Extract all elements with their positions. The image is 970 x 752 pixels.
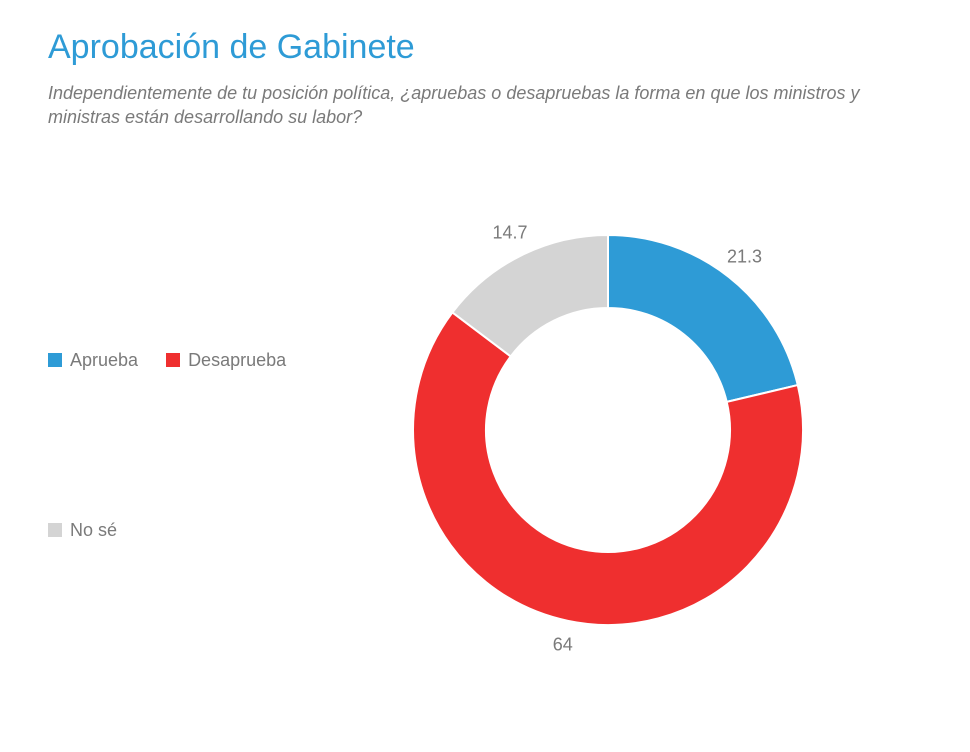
legend-label-desaprueba: Desaprueba bbox=[188, 350, 286, 371]
donut-svg bbox=[408, 230, 808, 630]
page-root: Aprobación de Gabinete Independientement… bbox=[0, 0, 970, 752]
data-label-desaprueba: 64 bbox=[553, 634, 573, 655]
legend-row-1: Aprueba Desaprueba bbox=[48, 350, 286, 371]
legend-swatch-desaprueba bbox=[166, 353, 180, 367]
legend-swatch-nose bbox=[48, 523, 62, 537]
chart-subtitle: Independientemente de tu posición políti… bbox=[48, 81, 922, 130]
legend-item-aprueba: Aprueba bbox=[48, 350, 138, 371]
legend-label-aprueba: Aprueba bbox=[70, 350, 138, 371]
legend-item-desaprueba: Desaprueba bbox=[166, 350, 286, 371]
chart-content-area: Aprueba Desaprueba No sé 21.3 64 bbox=[48, 140, 922, 700]
legend-row-2: No sé bbox=[48, 520, 117, 541]
donut-chart bbox=[408, 230, 808, 630]
legend-item-nose: No sé bbox=[48, 520, 117, 541]
legend-label-nose: No sé bbox=[70, 520, 117, 541]
donut-slice-aprueba bbox=[608, 235, 798, 402]
legend-swatch-aprueba bbox=[48, 353, 62, 367]
data-label-aprueba: 21.3 bbox=[727, 247, 762, 268]
data-label-nose: 14.7 bbox=[492, 222, 527, 243]
chart-title: Aprobación de Gabinete bbox=[48, 28, 922, 67]
